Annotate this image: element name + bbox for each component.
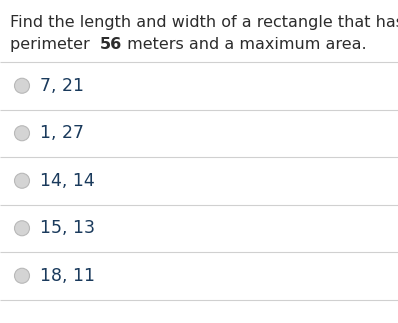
Text: 1, 27: 1, 27 [40, 124, 84, 142]
Text: 18, 11: 18, 11 [40, 267, 95, 285]
Circle shape [14, 268, 29, 283]
Text: 56: 56 [100, 37, 122, 52]
Circle shape [14, 221, 29, 236]
Text: meters and a maximum area.: meters and a maximum area. [122, 37, 367, 52]
Text: 7, 21: 7, 21 [40, 77, 84, 95]
Text: perimeter: perimeter [10, 37, 100, 52]
Text: 15, 13: 15, 13 [40, 219, 95, 237]
Text: Find the length and width of a rectangle that has: Find the length and width of a rectangle… [10, 15, 398, 30]
Circle shape [14, 173, 29, 188]
Text: 14, 14: 14, 14 [40, 172, 95, 190]
Circle shape [14, 78, 29, 93]
Circle shape [14, 126, 29, 141]
